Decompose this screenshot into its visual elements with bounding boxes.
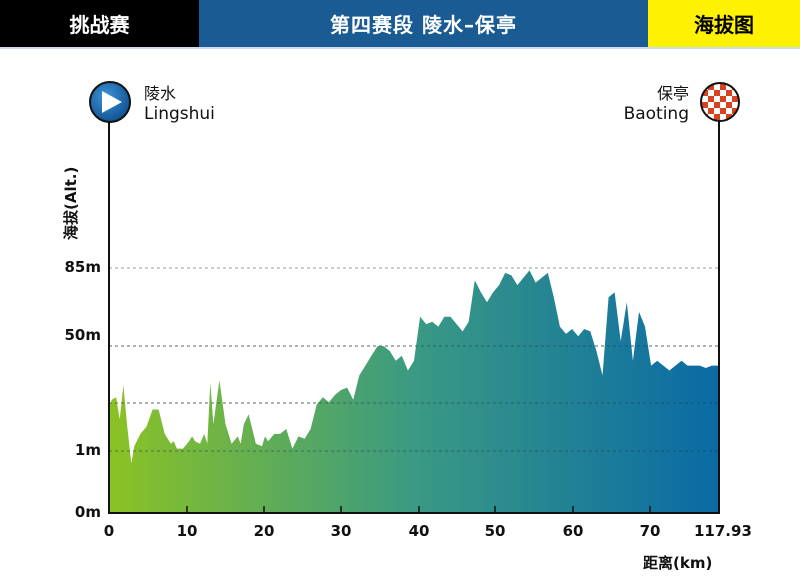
finish-marker	[700, 82, 740, 122]
start-name-en: Lingshui	[144, 104, 215, 124]
start-location: 陵水 Lingshui	[144, 84, 215, 124]
header-divider	[0, 47, 800, 49]
header-category: 挑战赛	[0, 0, 199, 47]
x-tick-end: 117.93	[694, 522, 752, 540]
x-tick-20: 20	[253, 522, 275, 540]
start-marker	[89, 81, 131, 123]
y-axis-title: 海拔(Alt.)	[62, 166, 80, 240]
play-icon	[102, 91, 122, 113]
x-tick-30: 30	[330, 522, 352, 540]
x-tick-70: 70	[639, 522, 661, 540]
x-tick-40: 40	[408, 522, 430, 540]
x-tick-50: 50	[484, 522, 506, 540]
y-tick-0m: 0m	[74, 503, 101, 521]
checkered-flag-icon	[701, 83, 739, 121]
x-axis-title: 距离(km)	[643, 554, 713, 572]
y-tick-85m: 85m	[64, 258, 101, 276]
finish-name-en: Baoting	[623, 104, 689, 124]
x-tick-60: 60	[562, 522, 584, 540]
x-tick-0: 0	[103, 522, 115, 540]
x-tick-10: 10	[176, 522, 198, 540]
elevation-area	[110, 270, 718, 512]
header-stage-title: 第四赛段 陵水–保亭	[199, 0, 648, 47]
start-name-cn: 陵水	[144, 84, 177, 103]
finish-name-cn: 保亭	[656, 84, 689, 103]
y-tick-50m: 50m	[64, 326, 101, 344]
y-tick-1m: 1m	[74, 441, 101, 459]
finish-location: 保亭 Baoting	[624, 84, 689, 124]
header-bar: 挑战赛 第四赛段 陵水–保亭 海拔图	[0, 0, 800, 47]
header-chart-type: 海拔图	[648, 0, 800, 47]
x-axis-ticks	[186, 506, 651, 513]
